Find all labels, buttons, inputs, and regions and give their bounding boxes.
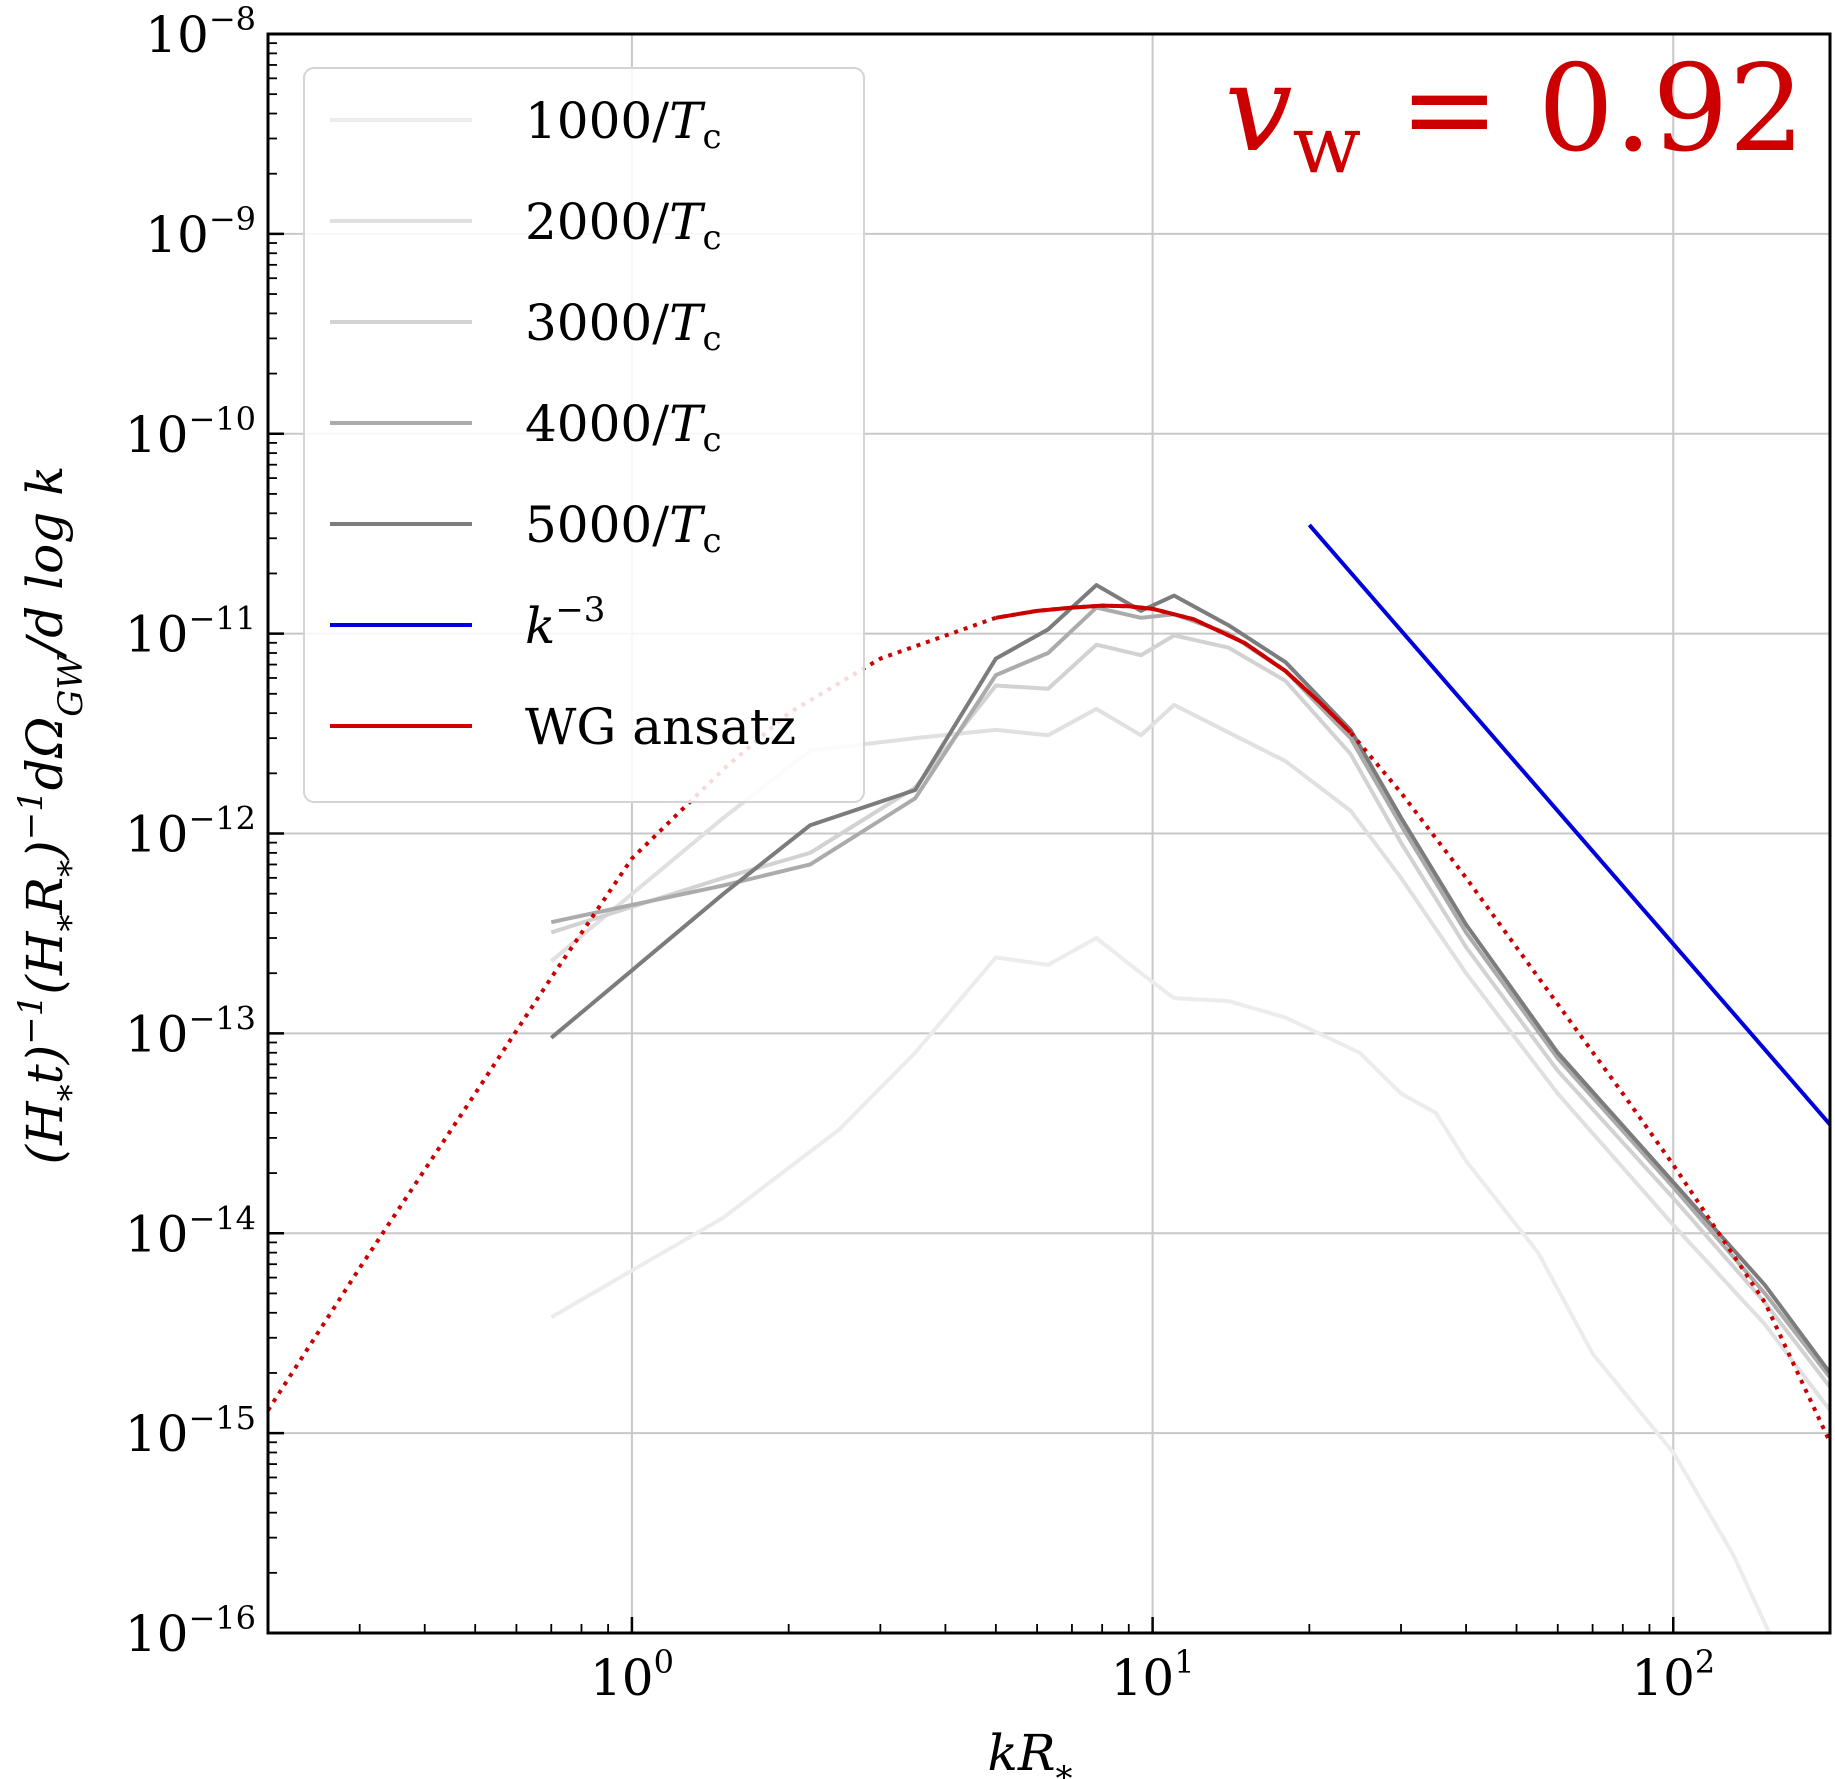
tick-labels: 100 101 102 10−8 10−9 10−10 10−11 10−12 10−13 10−… (125, 0, 1715, 1707)
series-k-3 (1307, 523, 1830, 1126)
series-layer (268, 523, 1830, 1633)
legend-entry: k−3 (525, 590, 605, 655)
wall-velocity-annotation: vw = 0.92 (1225, 40, 1805, 191)
x-tick-label: 101 (1111, 1643, 1195, 1707)
legend-box (303, 67, 865, 803)
series-wg-ansatz-solid (995, 603, 1352, 734)
series-1000-t-c (550, 936, 1772, 1633)
series-5000-t-c (549, 583, 1830, 1375)
y-tick-label: 10−8 (145, 0, 256, 64)
y-tick-label: 10−15 (125, 1399, 256, 1463)
series-2000-t-c (549, 702, 1830, 1412)
legend-entry: WG ansatz (525, 698, 796, 756)
series-wg-ansatz-dotted (268, 603, 1830, 1444)
y-tick-label: 10−14 (125, 1199, 256, 1263)
legend: 1000/Tc 2000/Tc 3000/Tc 4000/Tc 5000/Tc k−3 WG… (303, 67, 865, 803)
x-tick-label: 102 (1631, 1643, 1715, 1707)
y-tick-label: 10−12 (125, 800, 256, 864)
legend-entry: 2000/Tc (525, 193, 722, 258)
legend-entry: 1000/Tc (525, 92, 722, 157)
plot-frame (266, 32, 1832, 1635)
x-axis-label: kR* (988, 1724, 1073, 1779)
y-tick-label: 10−16 (125, 1599, 256, 1663)
legend-entry: 4000/Tc (525, 395, 722, 460)
y-tick-label: 10−9 (145, 200, 256, 264)
y-tick-label: 10−13 (125, 999, 256, 1063)
y-axis-label: (H*t)−1(H*R*)−1dΩGW/d log k (11, 466, 91, 1165)
y-tick-label: 10−10 (125, 400, 256, 464)
series-3000-t-c (550, 633, 1830, 1389)
legend-entry: 5000/Tc (525, 496, 722, 561)
y-tick-label: 10−11 (125, 600, 256, 664)
x-tick-label: 100 (590, 1643, 674, 1707)
legend-entry: 3000/Tc (525, 294, 722, 359)
